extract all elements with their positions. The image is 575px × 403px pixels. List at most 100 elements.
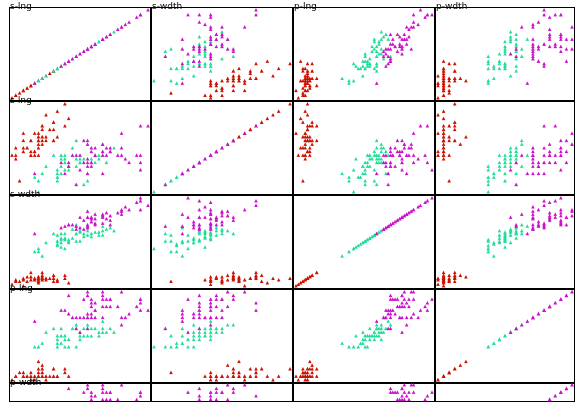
point-s-wdth-vs-s-lng-s1-40	[55, 168, 60, 172]
point-p-wdth-vs-s-lng-s2-0	[85, 290, 90, 294]
point-p-wdth-vs-p-lng-s2-14	[388, 293, 393, 298]
point-p-wdth-vs-p-lng-s2-38	[381, 315, 386, 320]
point-p-lng-vs-s-wdth-s0-39	[231, 276, 236, 281]
point-p-lng-vs-s-wdth-s2-46	[180, 224, 185, 228]
point-p-lng-vs-p-wdth-s0-45	[447, 278, 451, 282]
point-p-wdth-vs-p-lng-s1-13	[379, 330, 384, 334]
point-p-lng-vs-s-wdth-s1-2	[214, 225, 219, 230]
point-p-lng-vs-s-lng-s2-39	[108, 218, 113, 222]
point-p-wdth-vs-s-lng-s1-44	[59, 334, 63, 338]
point-s-lng-vs-p-lng-s2-47	[391, 42, 395, 46]
point-p-lng-vs-p-wdth-s2-48	[559, 218, 563, 222]
point-p-lng-vs-p-wdth-s2-47	[542, 221, 546, 225]
point-p-lng-vs-s-lng-s2-13	[63, 224, 67, 228]
point-p-lng-vs-s-lng-s2-2	[115, 210, 120, 215]
point-p-wdth-vs-s-lng-s2-11	[89, 312, 94, 316]
point-strip-vs-s-wdth-s2-17	[254, 394, 258, 398]
point-p-lng-vs-s-lng-s1-25	[97, 233, 101, 237]
point-s-wdth-vs-s-lng-s2-15	[89, 146, 94, 150]
point-p-wdth-vs-p-lng-s1-26	[381, 330, 386, 334]
point-s-wdth-vs-s-lng-s2-35	[138, 153, 143, 157]
point-s-wdth-vs-p-wdth-s1-38	[503, 153, 507, 157]
point-p-wdth-vs-s-lng-s2-37	[89, 315, 94, 320]
point-p-wdth-vs-p-lng-s1-43	[347, 345, 351, 349]
point-p-wdth-vs-p-lng-s2-13	[386, 308, 391, 312]
point-p-wdth-vs-p-lng-s1-9	[361, 330, 365, 334]
point-s-wdth-vs-p-wdth-s2-43	[559, 146, 563, 150]
point-p-wdth-vs-s-lng-s1-25	[97, 330, 101, 334]
point-p-wdth-vs-s-lng-s0-36	[55, 374, 60, 378]
point-s-lng-vs-p-lng-s1-34	[374, 69, 379, 73]
point-p-wdth-vs-p-lng-s2-43	[407, 297, 411, 301]
point-p-wdth-vs-p-lng-s0-22	[294, 374, 298, 378]
point-s-wdth-vs-p-lng-s2-33	[388, 160, 393, 165]
point-p-wdth-vs-s-wdth-s2-40	[214, 293, 219, 298]
point-p-lng-vs-p-wdth-s2-46	[536, 224, 541, 228]
point-s-lng-vs-p-lng-s2-40	[400, 37, 404, 41]
point-s-wdth-vs-p-wdth-s1-29	[486, 168, 491, 172]
point-s-lng-vs-p-lng-s0-18	[310, 61, 314, 66]
point-s-lng-vs-p-wdth-s1-25	[508, 39, 513, 44]
point-p-wdth-vs-p-lng-s2-30	[411, 312, 416, 316]
point-strip-vs-s-lng-s2-32	[89, 394, 94, 398]
matrix-cell-r3-c1	[151, 289, 293, 383]
point-p-wdth-vs-s-wdth-s2-9	[242, 290, 247, 294]
point-p-lng-vs-p-wdth-s1-45	[497, 236, 502, 240]
point-s-lng-vs-p-wdth-s0-36	[441, 66, 446, 71]
point-p-wdth-vs-p-lng-s1-11	[367, 326, 372, 331]
point-p-wdth-vs-s-lng-s0-45	[29, 370, 33, 375]
point-s-wdth-vs-s-lng-s1-31	[55, 175, 60, 179]
point-s-lng-vs-p-wdth-s2-49	[531, 56, 535, 61]
point-s-wdth-vs-s-lng-s1-20	[70, 146, 75, 150]
point-p-lng-vs-s-wdth-s1-40	[186, 233, 190, 237]
point-s-lng-vs-p-lng-s0-23	[310, 76, 314, 80]
point-p-lng-vs-s-lng-s0-41	[17, 279, 22, 284]
point-s-wdth-vs-s-lng-s2-6	[32, 171, 37, 176]
point-p-wdth-vs-s-lng-s1-21	[78, 334, 82, 338]
point-s-lng-vs-p-wdth-s2-43	[559, 34, 563, 39]
point-p-wdth-vs-s-wdth-s2-36	[231, 293, 236, 298]
point-p-wdth-vs-p-lng-s1-36	[379, 326, 384, 331]
point-s-wdth-vs-p-lng-s2-19	[386, 182, 391, 187]
point-s-lng-vs-s-wdth-s2-17	[254, 12, 258, 17]
point-s-lng-vs-s-wdth-s2-33	[197, 47, 202, 51]
point-s-lng-vs-p-lng-s2-46	[386, 47, 391, 51]
point-p-wdth-vs-s-wdth-s2-46	[180, 312, 185, 316]
point-s-wdth-vs-p-lng-s0-14	[298, 116, 303, 121]
point-s-lng-vs-s-wdth-s1-31	[174, 66, 179, 71]
point-p-wdth-vs-p-lng-s0-45	[303, 370, 308, 375]
point-s-lng-vs-s-wdth-s2-15	[220, 44, 224, 49]
point-p-wdth-vs-s-lng-s0-49	[36, 374, 41, 378]
point-p-wdth-vs-s-wdth-s1-44	[191, 334, 196, 338]
point-s-wdth-vs-s-lng-s1-43	[36, 179, 41, 183]
point-p-lng-vs-p-lng-s1-47	[370, 234, 374, 239]
point-s-wdth-vs-p-wdth-s0-48	[441, 127, 446, 132]
point-s-lng-vs-p-wdth-s2-25	[531, 25, 535, 29]
point-s-lng-vs-p-lng-s1-27	[386, 37, 391, 41]
point-p-lng-vs-s-lng-s2-27	[78, 225, 82, 230]
point-s-lng-vs-p-wdth-s2-17	[553, 12, 558, 17]
point-s-lng-vs-s-wdth-s1-39	[180, 66, 185, 71]
point-s-lng-vs-s-lng-s0-29	[25, 86, 29, 90]
point-p-wdth-vs-s-wdth-s1-29	[186, 345, 190, 349]
point-s-lng-vs-p-wdth-s2-26	[531, 49, 535, 54]
point-s-lng-vs-p-wdth-s0-13	[436, 96, 440, 100]
point-p-lng-vs-s-lng-s2-37	[89, 216, 94, 221]
point-p-lng-vs-s-wdth-s1-44	[191, 236, 196, 240]
point-p-wdth-vs-s-wdth-s1-15	[214, 330, 219, 334]
point-p-lng-vs-s-wdth-s2-32	[197, 215, 202, 219]
point-s-wdth-vs-s-lng-s1-46	[63, 157, 67, 161]
point-p-lng-vs-s-wdth-s0-8	[203, 278, 207, 282]
point-s-lng-vs-p-wdth-s1-18	[514, 49, 518, 54]
point-p-lng-vs-s-wdth-s0-48	[248, 276, 253, 281]
point-p-wdth-vs-p-lng-s2-21	[384, 308, 388, 312]
point-s-lng-vs-p-lng-s1-8	[377, 39, 381, 44]
point-p-wdth-vs-p-lng-s1-6	[379, 323, 384, 327]
point-p-wdth-vs-p-lng-s1-22	[384, 326, 388, 331]
point-s-lng-vs-p-lng-s2-49	[388, 56, 393, 61]
point-p-wdth-vs-p-lng-s1-17	[365, 345, 370, 349]
point-s-wdth-vs-s-lng-s1-28	[74, 157, 79, 161]
point-p-wdth-vs-p-lng-s1-5	[374, 334, 379, 338]
point-s-lng-vs-s-wdth-s1-33	[191, 54, 196, 58]
point-s-wdth-vs-s-lng-s2-40	[100, 149, 105, 154]
